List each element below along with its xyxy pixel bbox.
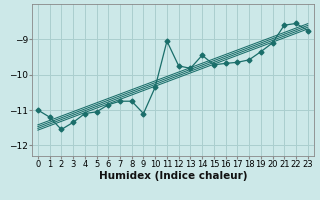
X-axis label: Humidex (Indice chaleur): Humidex (Indice chaleur) [99, 171, 247, 181]
